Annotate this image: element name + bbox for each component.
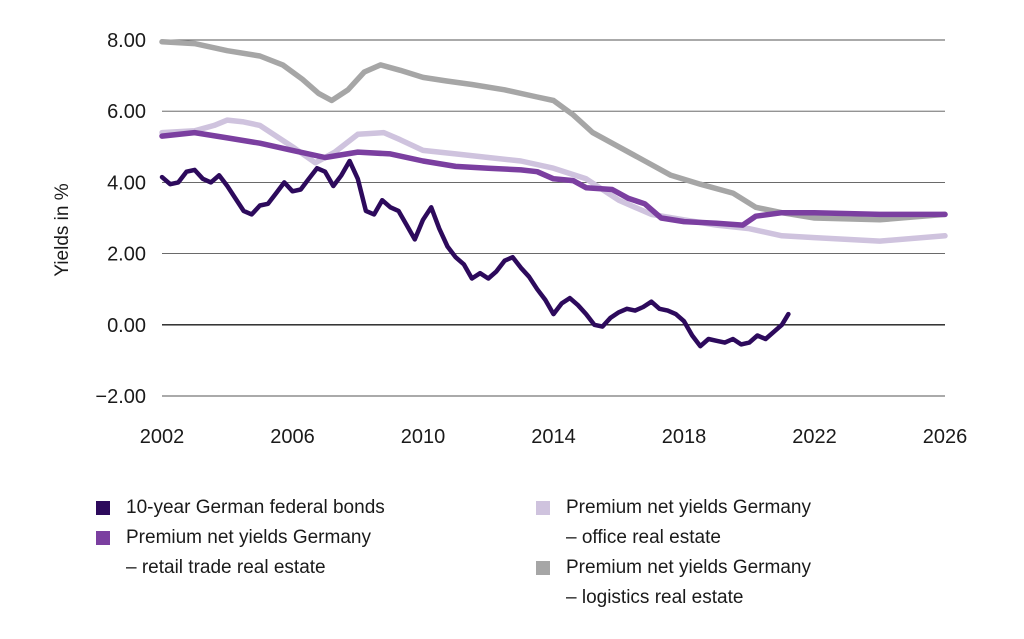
x-axis: 2002 2006 2010 2014 2018 2022 2026 <box>140 426 968 448</box>
legend-left: 10-year German federal bonds Premium net… <box>96 493 385 583</box>
legend-label: Premium net yields Germany <box>126 527 371 548</box>
legend-swatch-office <box>536 501 550 515</box>
legend-swatch-logistics <box>536 561 550 575</box>
series-line-1 <box>159 129 948 228</box>
legend-label: Premium net yields Germany <box>566 557 811 578</box>
x-tick-label: 2014 <box>531 426 576 448</box>
y-tick-label: 6.00 <box>107 101 146 123</box>
x-tick-label: 2002 <box>140 426 185 448</box>
legend-item-office: Premium net yields Germany – office real… <box>536 493 811 553</box>
y-tick-label: −2.00 <box>95 386 146 408</box>
y-tick-label: 0.00 <box>107 315 146 337</box>
x-tick-label: 2026 <box>923 426 968 448</box>
y-axis: 8.00 6.00 4.00 2.00 0.00 −2.00 <box>95 30 146 408</box>
x-tick-label: 2006 <box>270 426 315 448</box>
y-axis-title: Yields in % <box>52 183 73 276</box>
legend-item-federal-bonds: 10-year German federal bonds <box>96 493 385 523</box>
legend-item-logistics: Premium net yields Germany – logistics r… <box>536 553 811 613</box>
y-tick-label: 2.00 <box>107 244 146 266</box>
x-tick-label: 2010 <box>401 426 446 448</box>
series-line-0 <box>159 158 791 349</box>
yields-line-chart: 8.006.004.002.000.00−2.00 2002 2006 2010 20… <box>52 30 968 448</box>
legend-swatch-federal-bonds <box>96 501 110 515</box>
legend-item-retail: Premium net yields Germany – retail trad… <box>96 523 385 583</box>
legend-label-line2: – office real estate <box>566 527 721 548</box>
legend-swatch-retail <box>96 531 110 545</box>
y-tick-label: 4.00 <box>107 172 146 194</box>
x-tick-label: 2022 <box>792 426 837 448</box>
y-tick-label: 8.00 <box>107 30 146 52</box>
legend-right: Premium net yields Germany – office real… <box>536 493 811 613</box>
series-layer <box>159 39 948 349</box>
legend-label-line2: – retail trade real estate <box>126 557 326 578</box>
legend-label: 10-year German federal bonds <box>126 497 385 518</box>
gridlines <box>162 39 945 397</box>
x-tick-label: 2018 <box>662 426 707 448</box>
legend-label-line2: – logistics real estate <box>566 587 744 608</box>
legend-label: Premium net yields Germany <box>566 497 811 518</box>
series-line-3 <box>159 39 948 223</box>
